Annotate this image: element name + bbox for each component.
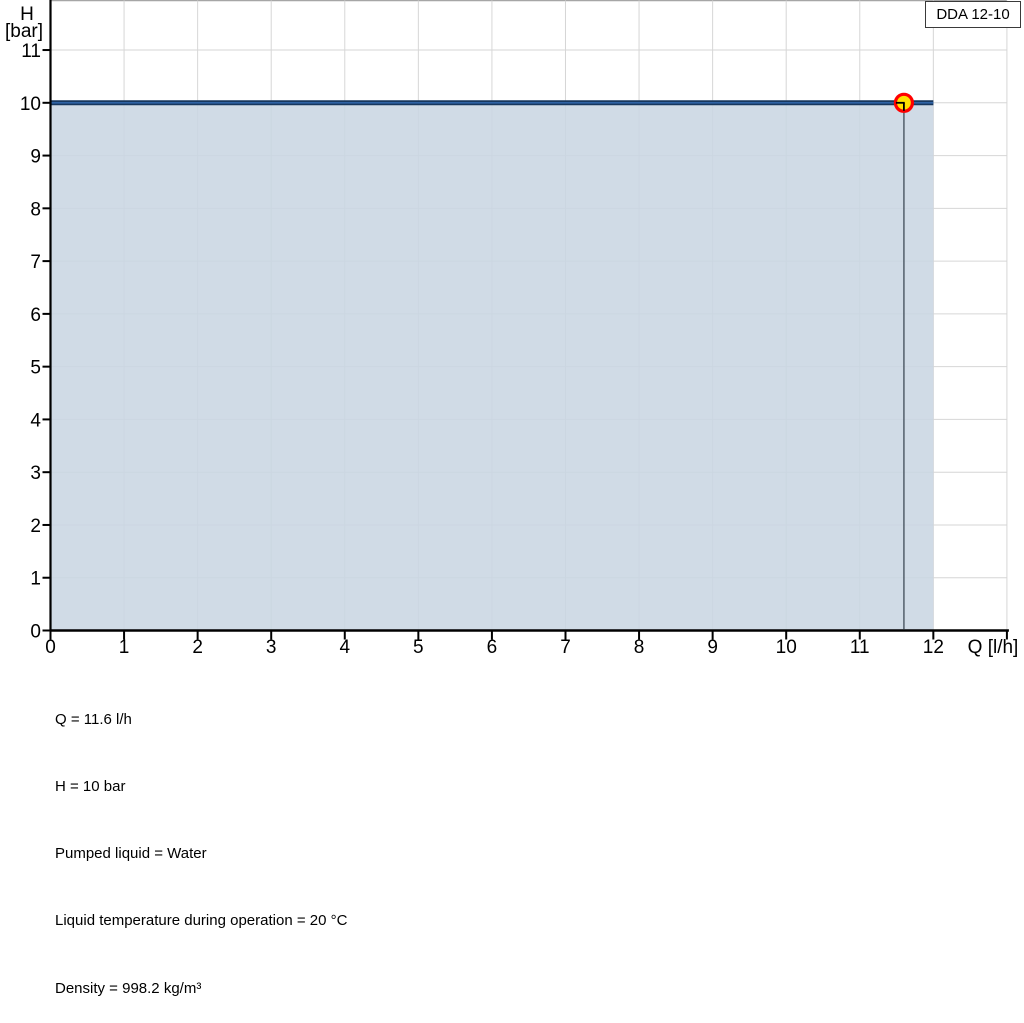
pump-model-badge: DDA 12-10	[925, 1, 1021, 28]
y-tick-label: 2	[30, 516, 41, 537]
axes-layer	[42, 0, 1009, 640]
annotation-head: H = 10 bar	[55, 778, 126, 796]
x-tick-label: 1	[119, 637, 130, 658]
x-tick-label: 4	[339, 637, 350, 658]
x-tick-label: 2	[192, 637, 203, 658]
y-tick-label: 8	[30, 199, 41, 220]
y-axis-title-line2: [bar]	[5, 21, 43, 42]
x-tick-label: 11	[850, 637, 870, 658]
x-axis-title: Q [l/h]	[968, 637, 1019, 658]
result-annotations: Q = 11.6 l/h H = 10 bar Pumped liquid = …	[55, 664, 347, 1023]
x-tick-label: 9	[707, 637, 718, 658]
y-tick-label: 10	[20, 94, 41, 115]
y-tick-label: 9	[30, 147, 41, 168]
annotation-density: Density = 998.2 kg/m³	[55, 979, 202, 997]
annotation-liquid: Pumped liquid = Water	[55, 845, 207, 863]
x-tick-label: 5	[413, 637, 424, 658]
y-tick-label: 3	[30, 463, 41, 484]
operating-point-layer[interactable]	[893, 92, 915, 630]
y-tick-label: 4	[30, 410, 41, 431]
annotation-temperature: Liquid temperature during operation = 20…	[55, 912, 348, 930]
y-axis-title-line1: H	[20, 4, 34, 25]
y-tick-label: 5	[30, 358, 41, 379]
annotation-flow: Q = 11.6 l/h	[55, 710, 132, 728]
x-tick-label: 0	[45, 637, 56, 658]
x-tick-label: 6	[487, 637, 498, 658]
y-tick-label: 0	[30, 622, 41, 643]
x-tick-label: 7	[560, 637, 571, 658]
x-tick-label: 12	[923, 637, 944, 658]
y-tick-label: 1	[30, 569, 41, 590]
area-under-curve	[50, 102, 934, 631]
x-tick-label: 3	[266, 637, 277, 658]
y-tick-label: 6	[30, 305, 41, 326]
curve-fill-area	[50, 102, 934, 631]
x-tick-label: 10	[776, 637, 797, 658]
y-tick-label: 11	[21, 41, 41, 62]
y-tick-label: 7	[30, 252, 41, 273]
x-tick-label: 8	[634, 637, 645, 658]
pump-model-label: DDA 12-10	[936, 6, 1010, 23]
